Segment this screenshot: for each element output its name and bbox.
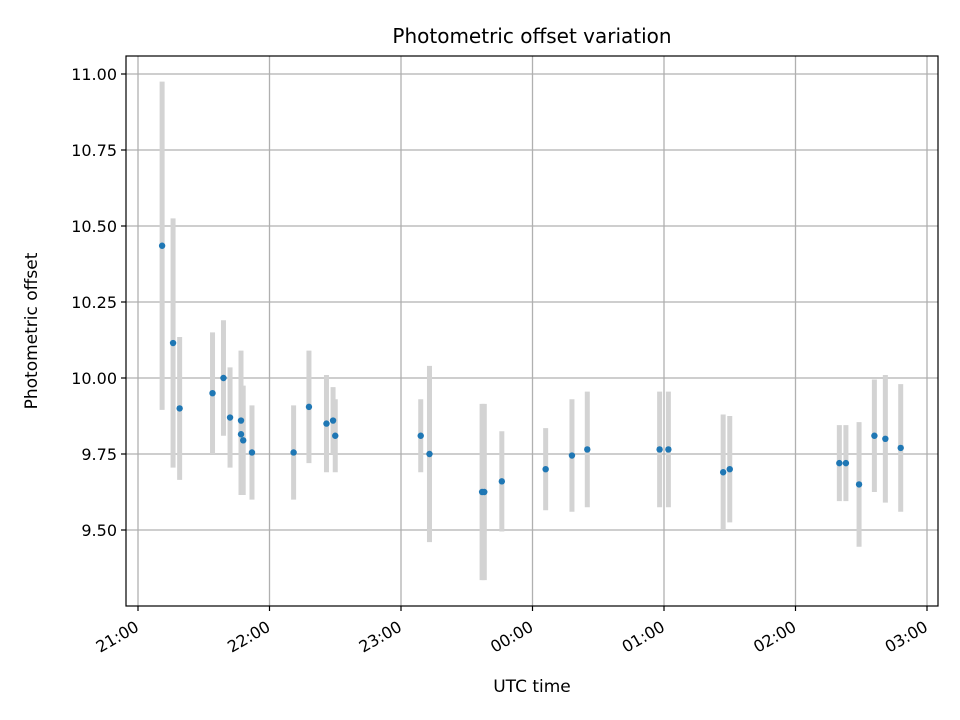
y-tick-label: 9.50 [81, 521, 117, 540]
data-point [323, 420, 330, 427]
data-point [882, 435, 889, 442]
data-point [481, 488, 488, 496]
data-point [719, 469, 727, 476]
data-point [240, 437, 247, 444]
data-point [158, 242, 166, 249]
data-point [176, 405, 183, 412]
data-point [305, 403, 313, 411]
data-point [665, 446, 672, 453]
data-point [417, 432, 424, 439]
y-tick-label: 10.50 [71, 217, 117, 236]
data-point [169, 339, 177, 347]
data-point [836, 459, 843, 467]
data-point [329, 417, 337, 424]
data-point [332, 432, 339, 439]
data-point [237, 417, 245, 424]
data-point [855, 481, 863, 488]
data-point [226, 414, 234, 421]
y-tick-label: 11.00 [71, 65, 117, 84]
data-point [237, 431, 245, 438]
y-tick-label: 10.75 [71, 141, 117, 160]
data-point [871, 432, 878, 439]
data-point [220, 374, 227, 382]
data-point [842, 459, 850, 467]
data-point [290, 449, 297, 456]
data-point [542, 466, 549, 473]
data-points [158, 242, 904, 496]
data-point [656, 446, 663, 453]
y-tick-label: 10.25 [71, 293, 117, 312]
y-axis-title: Photometric offset [22, 252, 42, 409]
y-tick-label: 10.00 [71, 369, 117, 388]
data-point [498, 478, 506, 485]
x-axis-title: UTC time [493, 677, 571, 697]
data-point [248, 449, 256, 456]
data-point [897, 444, 904, 452]
y-axis: 9.50 9.75 10.00 10.25 10.50 10.75 11.00 [71, 65, 126, 540]
data-point [584, 446, 591, 453]
y-tick-label: 9.75 [81, 445, 117, 464]
data-point [568, 452, 576, 459]
chart-title: Photometric offset variation [392, 24, 671, 48]
data-point [426, 450, 433, 458]
data-point [726, 466, 733, 473]
grid [126, 56, 938, 606]
data-point [209, 390, 216, 397]
